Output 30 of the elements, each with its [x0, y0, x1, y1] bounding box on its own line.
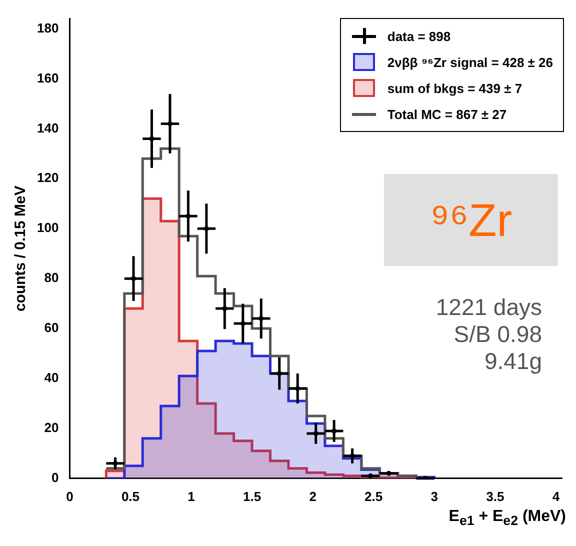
legend-label: Total MC = 867 ± 27 [387, 106, 507, 122]
x-tick-label: 4 [552, 488, 560, 504]
y-tick-label: 0 [51, 470, 59, 485]
annotation: S/B 0.98 [452, 321, 542, 348]
x-tick-label: 1.5 [242, 488, 262, 504]
y-tick-label: 80 [44, 270, 59, 286]
y-tick-label: 140 [36, 120, 59, 136]
y-axis-title: counts / 0.15 MeV [12, 186, 30, 312]
x-tick-label: 3.5 [486, 488, 504, 504]
x-tick-label: 3 [430, 488, 438, 504]
y-tick-label: 20 [44, 420, 59, 436]
y-tick-label: 60 [44, 320, 59, 336]
annotation: 1221 days [436, 294, 542, 321]
legend-label: data = 898 [387, 28, 451, 44]
y-tick-label: 100 [36, 220, 59, 236]
x-tick-label: 2.5 [364, 488, 383, 504]
x-tick-label: 0.5 [121, 488, 140, 504]
y-tick-label: 160 [36, 70, 59, 86]
y-tick-label: 180 [36, 20, 59, 36]
y-tick-label: 40 [44, 370, 59, 386]
x-tick-label: 1 [188, 488, 195, 504]
annotation: 9.41g [483, 348, 542, 375]
label-box: ⁹⁶Zr [384, 174, 558, 266]
annotation: ⁹⁶Zr [430, 193, 512, 247]
y-tick-label: 120 [36, 170, 59, 186]
x-axis-title: E$_{e1}$ + E$_{e2}$ (MeV) [448, 508, 566, 528]
legend-label: 2νββ ⁹⁶Zr signal = 428 ± 26 [387, 54, 553, 70]
x-tick-label: 2 [309, 488, 316, 504]
legend-label: sum of bkgs = 439 ± 7 [387, 80, 522, 96]
x-tick-label: 0 [66, 488, 74, 504]
